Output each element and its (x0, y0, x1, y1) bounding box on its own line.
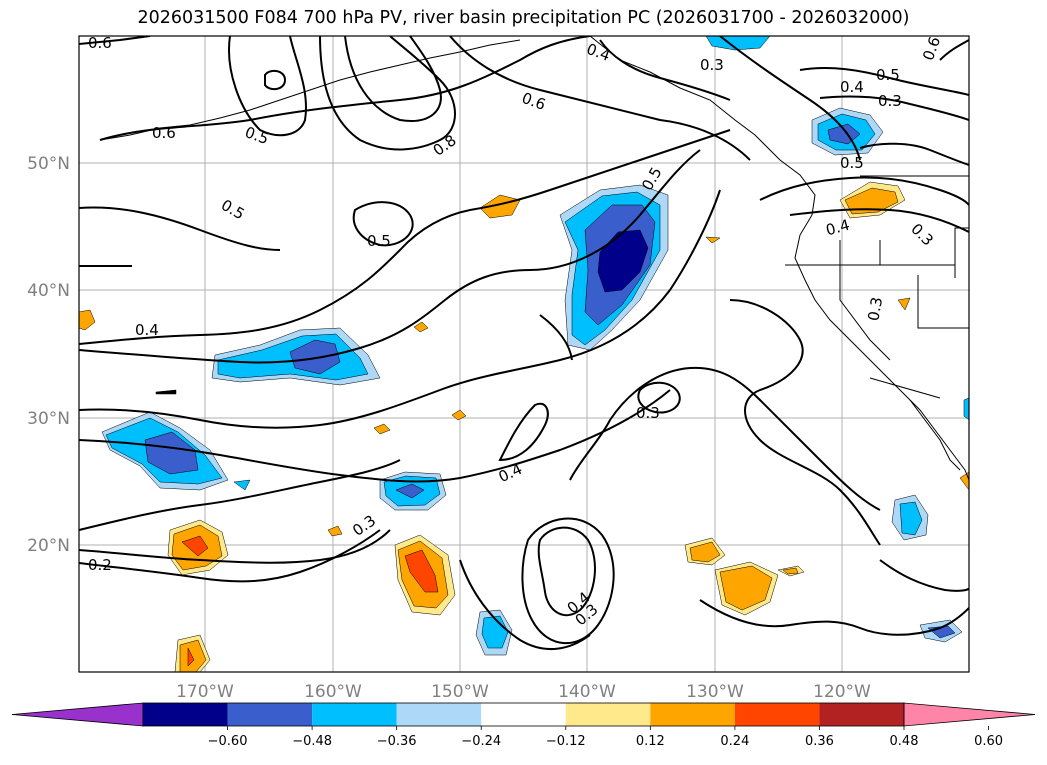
lon-label-140w: 140°W (558, 682, 616, 702)
map-title: 2026031500 F084 700 hPa PV, river basin … (137, 8, 910, 28)
contour-label: 0.4 (824, 216, 852, 240)
colorbar-segment (734, 703, 820, 726)
contour-label: 0.3 (636, 404, 660, 422)
colorbar: −0.60 −0.48 −0.36 −0.24 −0.12 0.12 0.24 0.36 0.4… (11, 702, 1036, 749)
contour-label: 0.3 (864, 296, 886, 323)
colorbar-tick-label: 0.48 (890, 734, 919, 749)
lon-label-130w: 130°W (686, 682, 744, 702)
colorbar-outline (142, 702, 905, 727)
lat-label-30n: 30°N (27, 409, 70, 429)
colorbar-tick-label: 0.24 (720, 734, 749, 749)
contour-label: 0.5 (367, 232, 391, 250)
colorbar-segment (227, 703, 313, 726)
colorbar-tick-label: −0.24 (461, 734, 501, 749)
lon-label-170w: 170°W (176, 682, 234, 702)
colorbar-segment (143, 703, 228, 726)
lon-label-120w: 120°W (813, 682, 871, 702)
colorbar-segment (819, 703, 904, 726)
colorbar-segment (650, 703, 735, 726)
colorbar-extension-high (903, 702, 1036, 727)
colorbar-segment (396, 703, 482, 726)
lon-label-160w: 160°W (304, 682, 362, 702)
contour-label: 0.2 (88, 556, 112, 574)
colorbar-tick-label: −0.60 (208, 734, 248, 749)
lat-label-50n: 50°N (27, 154, 70, 174)
colorbar-segment (565, 703, 651, 726)
colorbar-tick-label: 0.12 (636, 734, 665, 749)
contour-label: 0.4 (840, 78, 864, 96)
longitude-labels: 170°W 160°W 150°W 140°W 130°W 120°W (176, 682, 871, 702)
contour-label: 0.3 (878, 92, 902, 110)
contour-label: 0.5 (840, 154, 864, 172)
map-frame (78, 35, 970, 673)
contour-label: 0.3 (700, 56, 724, 74)
colorbar-tick-label: −0.48 (292, 734, 332, 749)
lat-label-40n: 40°N (27, 281, 70, 301)
precip-fill (79, 36, 969, 672)
colorbar-segment (481, 703, 566, 726)
colorbar-segment (312, 703, 397, 726)
contour-label: 0.5 (876, 66, 900, 84)
lon-label-150w: 150°W (431, 682, 489, 702)
latitude-labels: 50°N 40°N 30°N 20°N (27, 154, 70, 556)
contour-label: 0.6 (152, 124, 176, 142)
contour-label: 0.6 (88, 34, 112, 52)
colorbar-tick-label: 0.60 (974, 734, 1003, 749)
colorbar-tick-label: −0.36 (377, 734, 417, 749)
colorbar-tick-label: −0.12 (546, 734, 586, 749)
colorbar-extension-low (11, 702, 144, 727)
lat-label-20n: 20°N (27, 536, 70, 556)
contour-label: 0.4 (135, 321, 159, 339)
pv-contours (79, 36, 969, 651)
colorbar-tick-label: 0.36 (805, 734, 834, 749)
